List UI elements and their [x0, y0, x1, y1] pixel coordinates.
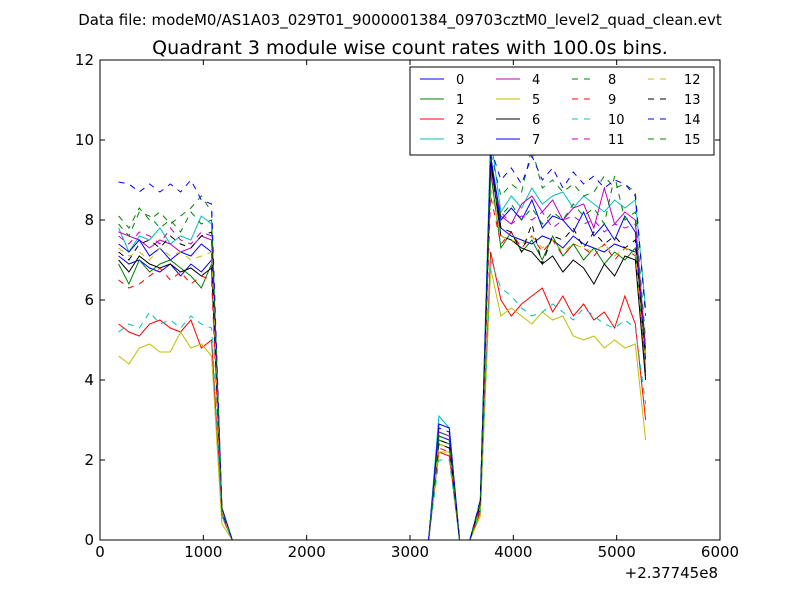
- legend-label-14: 14: [684, 113, 701, 128]
- legend-label-15: 15: [684, 133, 701, 148]
- x-tick-label: 2000: [288, 543, 326, 561]
- legend-label-11: 11: [608, 133, 625, 148]
- x-tick-label: 0: [95, 543, 105, 561]
- series-line-2: [118, 251, 647, 541]
- legend-label-8: 8: [608, 73, 616, 88]
- y-tick-label: 0: [84, 531, 94, 549]
- plot-lines: [118, 135, 647, 541]
- legend-box: [409, 66, 715, 156]
- series-line-5: [118, 267, 647, 541]
- x-tick-label: 1000: [184, 543, 222, 561]
- legend-label-13: 13: [684, 93, 701, 108]
- legend-label-4: 4: [532, 73, 540, 88]
- series-line-8: [118, 147, 647, 541]
- x-offset-label: +2.37745e8: [625, 564, 718, 582]
- legend-label-9: 9: [608, 93, 616, 108]
- series-line-15: [118, 175, 647, 541]
- x-tick-label: 4000: [494, 543, 532, 561]
- y-tick-label: 8: [84, 211, 94, 229]
- legend-label-0: 0: [456, 73, 464, 88]
- y-tick-label: 6: [84, 291, 94, 309]
- legend-label-3: 3: [456, 133, 464, 148]
- legend-label-5: 5: [532, 93, 540, 108]
- legend-label-10: 10: [608, 113, 625, 128]
- legend-label-12: 12: [684, 73, 701, 88]
- series-line-14: [118, 147, 647, 541]
- y-tick-label: 4: [84, 371, 94, 389]
- y-tick-label: 12: [75, 51, 94, 69]
- figure-suptitle: Data file: modeM0/AS1A03_029T01_90000013…: [78, 11, 722, 30]
- y-tick-label: 2: [84, 451, 94, 469]
- legend-label-7: 7: [532, 133, 540, 148]
- x-tick-label: 6000: [701, 543, 739, 561]
- series-line-13: [118, 163, 647, 541]
- legend-label-1: 1: [456, 93, 464, 108]
- legend-label-2: 2: [456, 113, 464, 128]
- series-line-1: [118, 171, 647, 541]
- series-line-11: [118, 175, 647, 541]
- x-tick-label: 5000: [598, 543, 636, 561]
- y-tick-label: 10: [75, 131, 94, 149]
- legend-label-6: 6: [532, 113, 540, 128]
- series-line-6: [118, 159, 647, 541]
- chart-title: Quadrant 3 module wise count rates with …: [152, 37, 668, 59]
- x-tick-label: 3000: [391, 543, 429, 561]
